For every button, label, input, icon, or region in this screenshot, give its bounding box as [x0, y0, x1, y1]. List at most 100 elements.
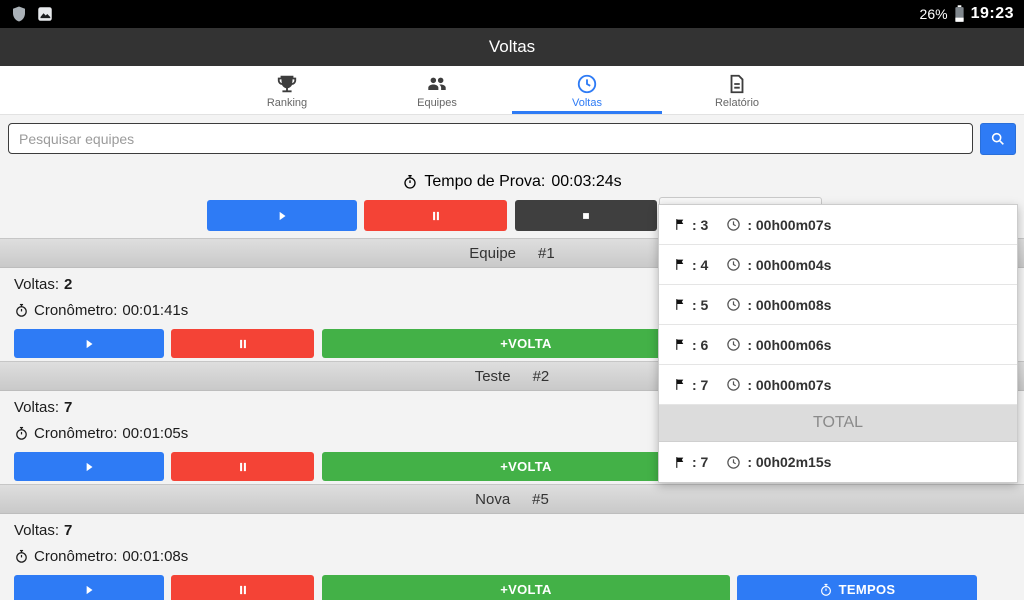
- team-voltas-line: Voltas: 2: [14, 271, 1024, 297]
- team-pause-button[interactable]: [171, 452, 314, 481]
- total-lap-number: : 7: [692, 454, 709, 470]
- team-play-button[interactable]: [14, 329, 164, 358]
- tab-voltas[interactable]: Voltas: [512, 66, 662, 114]
- race-timer-label: Tempo de Prova:: [424, 173, 546, 190]
- team-pause-button[interactable]: [171, 575, 314, 600]
- team-play-button[interactable]: [14, 452, 164, 481]
- status-bar: 26% 19:23: [0, 0, 1024, 28]
- pause-icon: [236, 337, 250, 351]
- total-lap-time: : 00h02m15s: [747, 454, 832, 470]
- trophy-icon: [276, 73, 298, 95]
- voltas-label: Voltas:: [14, 521, 60, 539]
- stopwatch-icon: [819, 583, 833, 597]
- clock-icon: [576, 73, 598, 95]
- clock-icon: [726, 297, 741, 312]
- search-icon: [990, 131, 1006, 147]
- team-name: Nova: [475, 490, 511, 508]
- race-play-button[interactable]: [207, 200, 357, 231]
- lap-number: : 7: [692, 376, 709, 393]
- team-pause-button[interactable]: [171, 329, 314, 358]
- lap-time-row: : 4 : 00h00m04s: [659, 245, 1017, 285]
- lap-number: : 3: [692, 216, 709, 233]
- play-icon: [82, 460, 96, 474]
- voltas-label: Voltas:: [14, 398, 60, 416]
- tab-voltas-label: Voltas: [572, 96, 602, 109]
- lap-time-row: : 7 : 00h00m07s: [659, 365, 1017, 405]
- crono-label: Cronômetro:: [34, 547, 118, 565]
- play-icon: [275, 209, 289, 223]
- clock-icon: [726, 455, 741, 470]
- stopwatch-icon: [14, 303, 29, 318]
- flag-icon: [673, 298, 686, 311]
- stopwatch-icon: [14, 426, 29, 441]
- voltas-value: 7: [64, 398, 73, 416]
- team-crono-line: Cronômetro: 00:01:41s: [14, 297, 1024, 323]
- stopwatch-icon: [14, 549, 29, 564]
- tab-bar: Ranking Equipes Voltas Relatório: [0, 66, 1024, 115]
- lap-time-row: : 6 : 00h00m06s: [659, 325, 1017, 365]
- tab-ranking[interactable]: Ranking: [212, 66, 362, 114]
- crono-value: 00:01:08s: [122, 547, 189, 565]
- lap-time: : 00h00m07s: [747, 216, 832, 233]
- team-name: Teste: [474, 367, 511, 385]
- team-name: Equipe: [469, 244, 517, 262]
- tempos-label: TEMPOS: [838, 582, 896, 597]
- add-volta-label: +VOLTA: [500, 459, 552, 474]
- lap-number: : 5: [692, 296, 709, 313]
- team-crono-line: Cronômetro: 00:01:08s: [14, 543, 1024, 569]
- add-volta-label: +VOLTA: [500, 336, 552, 351]
- team-body: Voltas: 7 Cronômetro: 00:01:05s: [0, 391, 1024, 446]
- tab-relatorio-label: Relatório: [714, 96, 760, 109]
- tempos-panel: : 3 : 00h00m07s : 4 : 00h00m04s : 5 : 00…: [658, 204, 1018, 483]
- lap-time: : 00h00m07s: [747, 376, 832, 393]
- status-bar-indicators: 26% 19:23: [920, 5, 1014, 23]
- people-icon: [426, 73, 448, 95]
- crono-label: Cronômetro:: [34, 424, 118, 442]
- stop-icon: [579, 209, 593, 223]
- flag-icon: [673, 378, 686, 391]
- total-row: : 7 : 00h02m15s: [659, 442, 1017, 482]
- team-buttons: +VOLTA TEMPOS: [14, 575, 1010, 600]
- team-voltas-line: Voltas: 7: [14, 394, 1024, 420]
- total-header: TOTAL: [659, 405, 1017, 442]
- clock-icon: [726, 257, 741, 272]
- voltas-value: 7: [64, 521, 73, 539]
- pause-icon: [236, 583, 250, 597]
- team-number: #5: [532, 490, 549, 508]
- team-section: Nova #5 Voltas: 7 Cronômetro: 00:01:08s …: [0, 484, 1024, 600]
- tab-equipes[interactable]: Equipes: [362, 66, 512, 114]
- search-button[interactable]: [980, 122, 1016, 155]
- total-label: TOTAL: [812, 414, 864, 431]
- lap-number: : 4: [692, 256, 709, 273]
- team-number: #2: [532, 367, 550, 385]
- voltas-value: 2: [64, 275, 73, 293]
- lap-time: : 00h00m08s: [747, 296, 832, 313]
- tab-relatorio[interactable]: Relatório: [662, 66, 812, 114]
- lap-time: : 00h00m06s: [747, 336, 832, 353]
- lap-time: : 00h00m04s: [747, 256, 832, 273]
- pause-icon: [236, 460, 250, 474]
- report-icon: [726, 73, 748, 95]
- flag-icon: [673, 338, 686, 351]
- team-body: Voltas: 2 Cronômetro: 00:01:41s: [0, 268, 1024, 323]
- team-tempos-button[interactable]: TEMPOS: [737, 575, 977, 600]
- crono-label: Cronômetro:: [34, 301, 118, 319]
- team-add-volta-button[interactable]: +VOLTA: [322, 575, 730, 600]
- team-body: Voltas: 7 Cronômetro: 00:01:08s: [0, 514, 1024, 569]
- race-stop-button[interactable]: [515, 200, 657, 231]
- clock-icon: [726, 377, 741, 392]
- flag-icon: [673, 456, 686, 469]
- race-pause-button[interactable]: [364, 200, 507, 231]
- status-bar-notifications: [10, 5, 54, 23]
- team-play-button[interactable]: [14, 575, 164, 600]
- battery-percent: 26%: [919, 6, 948, 22]
- race-timer-value: 00:03:24s: [551, 173, 622, 190]
- photo-icon: [36, 5, 54, 23]
- battery-icon: [954, 5, 964, 22]
- crono-value: 00:01:41s: [122, 301, 189, 319]
- lap-time-row: : 5 : 00h00m08s: [659, 285, 1017, 325]
- search-input[interactable]: [8, 123, 973, 154]
- stopwatch-icon: [402, 174, 418, 190]
- search-bar: [0, 115, 1024, 162]
